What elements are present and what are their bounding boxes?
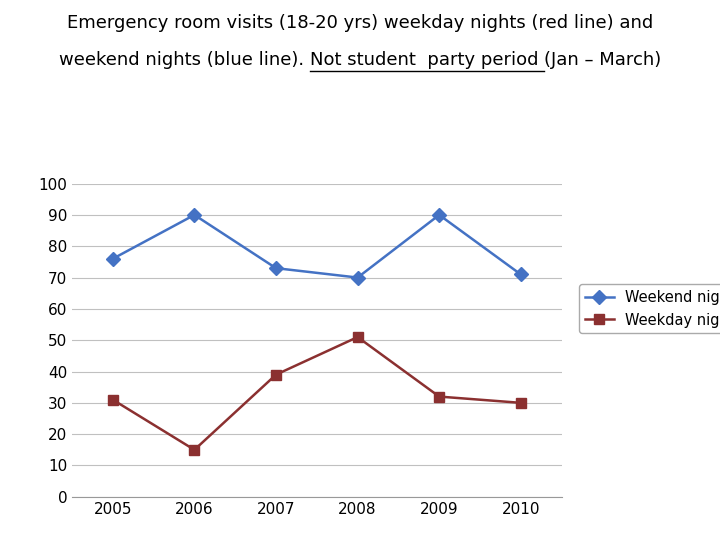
- Weekend nights: [109, 255, 117, 262]
- Line: Weekday nights: Weekday nights: [108, 332, 526, 455]
- Weekday nights: [109, 396, 117, 403]
- Legend: Weekend nights, Weekday nights: Weekend nights, Weekday nights: [579, 285, 720, 333]
- Weekday nights: [190, 447, 199, 453]
- Weekday nights: [354, 334, 362, 340]
- Weekend nights: [190, 212, 199, 218]
- Weekday nights: [435, 393, 444, 400]
- Line: Weekend nights: Weekend nights: [108, 210, 526, 282]
- Text: (Jan – March): (Jan – March): [544, 51, 661, 69]
- Weekend nights: [516, 271, 525, 278]
- Text: weekend nights (blue line).: weekend nights (blue line).: [59, 51, 310, 69]
- Weekend nights: [435, 212, 444, 218]
- Weekday nights: [516, 400, 525, 406]
- Text: Emergency room visits (18-20 yrs) weekday nights (red line) and: Emergency room visits (18-20 yrs) weekda…: [67, 14, 653, 31]
- Weekend nights: [354, 274, 362, 281]
- Weekend nights: [271, 265, 280, 272]
- Weekday nights: [271, 372, 280, 378]
- Text: Not student  party period: Not student party period: [310, 51, 544, 69]
